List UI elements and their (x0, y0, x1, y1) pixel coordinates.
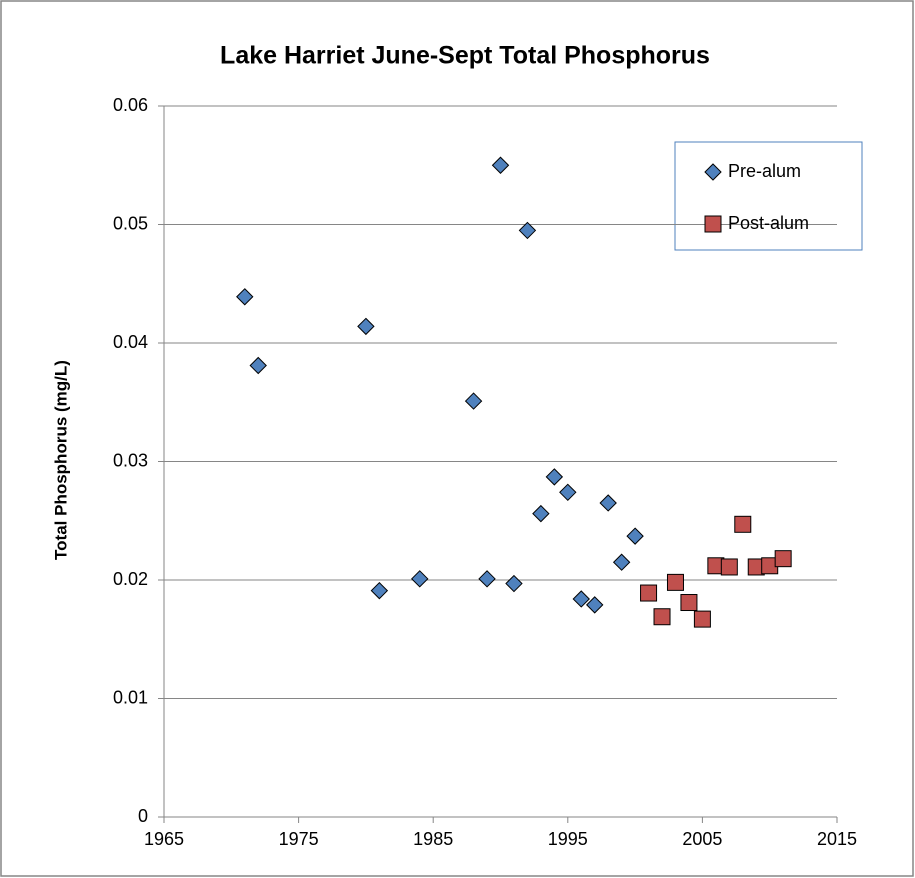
x-tick-label: 2005 (682, 829, 722, 849)
point (626, 527, 644, 545)
point (411, 570, 429, 588)
point (720, 558, 738, 576)
point (612, 553, 631, 571)
legend-box (674, 141, 863, 251)
y-tick-label: 0.02 (113, 569, 148, 589)
y-tick-label: 0.06 (113, 95, 148, 115)
y-tick-label: 0.03 (113, 450, 148, 470)
y-tick-label: 0.05 (113, 213, 148, 233)
chart-title: Lake Harriet June-Sept Total Phosphorus (220, 42, 710, 70)
x-tick-label: 1965 (144, 829, 184, 849)
point (693, 610, 711, 628)
y-tick-label: 0.01 (113, 687, 148, 707)
legend-marker (704, 215, 722, 233)
point (357, 317, 375, 336)
point (572, 590, 590, 608)
legend-label: Pre-alum (728, 161, 801, 181)
y-tick-label: 0 (138, 806, 148, 826)
point (518, 221, 537, 240)
point (491, 156, 510, 174)
point (680, 594, 698, 612)
point (464, 392, 483, 410)
point (774, 550, 792, 568)
x-tick-label: 1985 (413, 829, 453, 849)
point (666, 573, 684, 591)
point (236, 288, 254, 306)
point (640, 584, 658, 602)
legend-label: Post-alum (728, 213, 809, 233)
point (545, 468, 564, 486)
point (599, 494, 617, 512)
point (505, 574, 523, 593)
y-tick-label: 0.04 (113, 332, 148, 352)
x-tick-label: 1995 (548, 829, 588, 849)
point (734, 515, 752, 533)
x-tick-label: 2015 (817, 829, 857, 849)
point (532, 504, 550, 523)
point (249, 356, 267, 375)
point (559, 483, 577, 502)
point (586, 596, 604, 614)
point (478, 570, 496, 588)
y-axis-title: Total Phosphorus (mg/L) (51, 360, 70, 560)
legend-marker (704, 163, 722, 181)
x-tick-label: 1975 (279, 829, 319, 849)
point (370, 581, 389, 600)
point (653, 608, 671, 626)
